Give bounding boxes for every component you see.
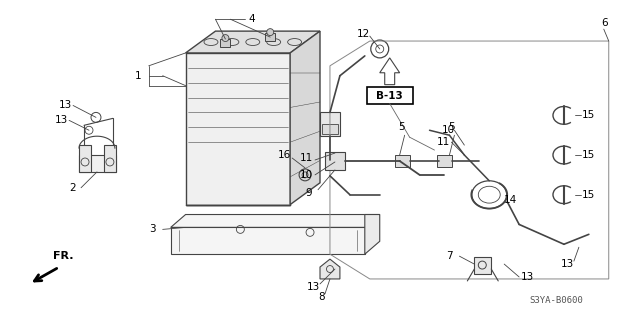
Text: 5: 5: [448, 122, 455, 132]
Text: 2: 2: [69, 183, 76, 193]
Text: 5: 5: [398, 122, 405, 132]
Polygon shape: [186, 53, 290, 204]
Polygon shape: [438, 155, 452, 167]
Polygon shape: [79, 145, 91, 172]
Polygon shape: [380, 58, 399, 85]
Polygon shape: [220, 39, 230, 47]
Text: 15: 15: [582, 190, 595, 200]
Text: B-13: B-13: [376, 91, 403, 100]
Text: 8: 8: [318, 292, 324, 302]
Text: FR.: FR.: [53, 251, 74, 261]
Text: 4: 4: [248, 14, 255, 24]
Polygon shape: [325, 152, 345, 170]
FancyBboxPatch shape: [367, 87, 413, 105]
Text: 7: 7: [447, 251, 453, 261]
Text: 11: 11: [436, 137, 450, 147]
Polygon shape: [290, 31, 320, 204]
Text: 13: 13: [59, 100, 72, 110]
Text: 12: 12: [357, 29, 370, 39]
Polygon shape: [104, 145, 116, 172]
Text: 13: 13: [55, 115, 68, 125]
Polygon shape: [79, 155, 116, 172]
Text: 1: 1: [135, 71, 141, 81]
Polygon shape: [474, 257, 492, 274]
Text: 13: 13: [307, 282, 320, 292]
Polygon shape: [171, 227, 365, 254]
Text: 10: 10: [442, 125, 454, 135]
Text: 10: 10: [300, 170, 313, 180]
Circle shape: [267, 29, 274, 36]
Text: 14: 14: [504, 195, 518, 205]
Polygon shape: [171, 214, 380, 227]
Text: 13: 13: [521, 272, 534, 282]
Polygon shape: [320, 112, 340, 136]
Text: 3: 3: [148, 224, 156, 234]
Polygon shape: [320, 259, 340, 279]
Text: 16: 16: [278, 150, 291, 160]
Text: 13: 13: [561, 259, 574, 269]
Text: 9: 9: [305, 188, 312, 198]
Text: S3YA-B0600: S3YA-B0600: [529, 296, 583, 305]
Circle shape: [222, 34, 229, 41]
Polygon shape: [322, 124, 338, 134]
Polygon shape: [365, 214, 380, 254]
Polygon shape: [186, 31, 320, 53]
Text: 11: 11: [300, 153, 314, 163]
Polygon shape: [265, 33, 275, 41]
Text: 15: 15: [582, 110, 595, 120]
Text: 6: 6: [601, 18, 607, 28]
Polygon shape: [395, 155, 410, 167]
Text: 15: 15: [582, 150, 595, 160]
